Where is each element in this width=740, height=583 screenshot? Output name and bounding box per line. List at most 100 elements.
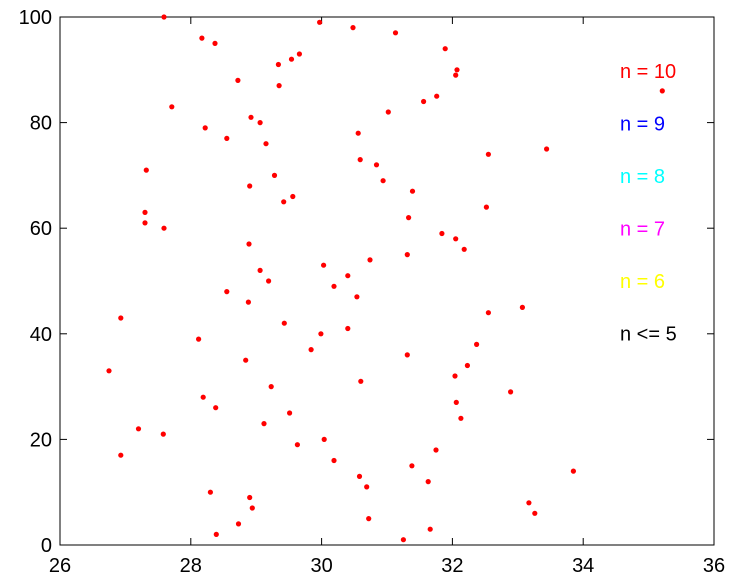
data-point — [281, 320, 287, 326]
data-point — [453, 236, 459, 242]
data-point — [318, 331, 324, 337]
data-point — [434, 93, 440, 99]
data-point — [161, 14, 167, 20]
data-point — [308, 347, 314, 353]
data-point — [247, 183, 253, 189]
data-point — [161, 225, 167, 231]
data-point — [400, 537, 406, 543]
data-point — [321, 436, 327, 442]
data-point — [409, 463, 415, 469]
data-point — [461, 246, 467, 252]
data-point — [483, 204, 489, 210]
legend-entry: n = 9 — [620, 114, 665, 136]
legend: n = 10 n = 9 n = 8 n = 7 n = 6 n <= 5 — [620, 61, 677, 346]
data-point — [288, 56, 295, 62]
data-point — [485, 310, 491, 316]
data-point — [485, 151, 491, 157]
data-point — [373, 162, 380, 168]
legend-entry: n = 10 — [620, 61, 676, 83]
data-point — [245, 299, 251, 305]
legend-entry: n = 7 — [620, 219, 665, 241]
data-point — [380, 178, 386, 184]
data-point — [427, 526, 433, 532]
data-point — [118, 315, 124, 321]
data-point — [367, 257, 373, 263]
data-point — [570, 468, 577, 474]
data-point — [135, 426, 142, 432]
data-point — [366, 516, 372, 522]
data-point — [357, 157, 363, 163]
data-point — [442, 46, 448, 52]
data-point — [659, 88, 665, 94]
data-point — [235, 77, 241, 83]
data-point — [106, 368, 112, 374]
data-point — [331, 283, 337, 289]
data-point — [294, 442, 300, 448]
x-tick-label: 32 — [441, 555, 463, 577]
data-point — [519, 304, 526, 310]
data-point — [508, 389, 514, 395]
data-point — [474, 341, 480, 347]
data-point — [248, 114, 254, 120]
data-point — [453, 72, 459, 78]
data-point — [212, 40, 218, 47]
data-point — [160, 431, 166, 437]
data-point — [439, 230, 445, 237]
data-point — [196, 336, 202, 342]
data-point — [266, 278, 272, 284]
x-tick-label: 30 — [310, 555, 332, 577]
data-point — [317, 19, 323, 25]
data-point — [409, 188, 416, 194]
data-point — [213, 531, 219, 538]
data-point — [261, 421, 267, 427]
data-point — [290, 193, 296, 200]
data-point — [199, 35, 205, 41]
data-point — [142, 209, 148, 215]
data-point — [354, 294, 360, 300]
x-axis-tick-labels: 26 28 30 32 34 36 — [49, 555, 725, 577]
data-point — [345, 273, 351, 279]
y-axis-tick-labels: 0 20 40 60 80 100 — [19, 7, 52, 557]
data-point — [275, 61, 281, 68]
y-tick-label: 40 — [30, 324, 52, 346]
y-tick-label: 0 — [41, 535, 52, 557]
x-tick-label: 36 — [703, 555, 725, 577]
legend-entry: n = 8 — [620, 166, 665, 188]
data-point — [276, 83, 282, 89]
data-point — [452, 373, 458, 379]
data-point — [544, 146, 550, 152]
data-point — [433, 447, 439, 453]
data-point — [235, 521, 242, 527]
data-point — [321, 262, 327, 268]
data-point — [249, 505, 255, 511]
x-tick-label: 28 — [180, 555, 202, 577]
data-point — [392, 30, 399, 36]
legend-entry: n = 6 — [620, 271, 665, 293]
data-point — [207, 489, 213, 495]
data-point — [118, 452, 124, 458]
y-tick-label: 20 — [30, 429, 52, 451]
data-point — [257, 267, 263, 273]
data-point — [345, 325, 351, 332]
y-tick-label: 80 — [30, 113, 52, 135]
data-point — [350, 25, 356, 31]
data-point — [364, 484, 370, 490]
data-point — [296, 51, 302, 57]
data-point — [331, 457, 337, 464]
data-point — [247, 494, 253, 501]
data-point — [287, 410, 293, 416]
data-point — [355, 130, 361, 136]
data-point — [406, 215, 412, 221]
data-point — [425, 479, 431, 485]
data-point — [453, 399, 459, 405]
data-point — [421, 98, 427, 105]
data-point — [281, 199, 287, 205]
data-point — [143, 167, 149, 173]
data-point — [271, 172, 278, 178]
data-point — [358, 378, 364, 384]
data-point — [246, 241, 252, 247]
data-point — [224, 135, 230, 141]
data-point — [385, 109, 391, 115]
data-points — [106, 14, 665, 543]
